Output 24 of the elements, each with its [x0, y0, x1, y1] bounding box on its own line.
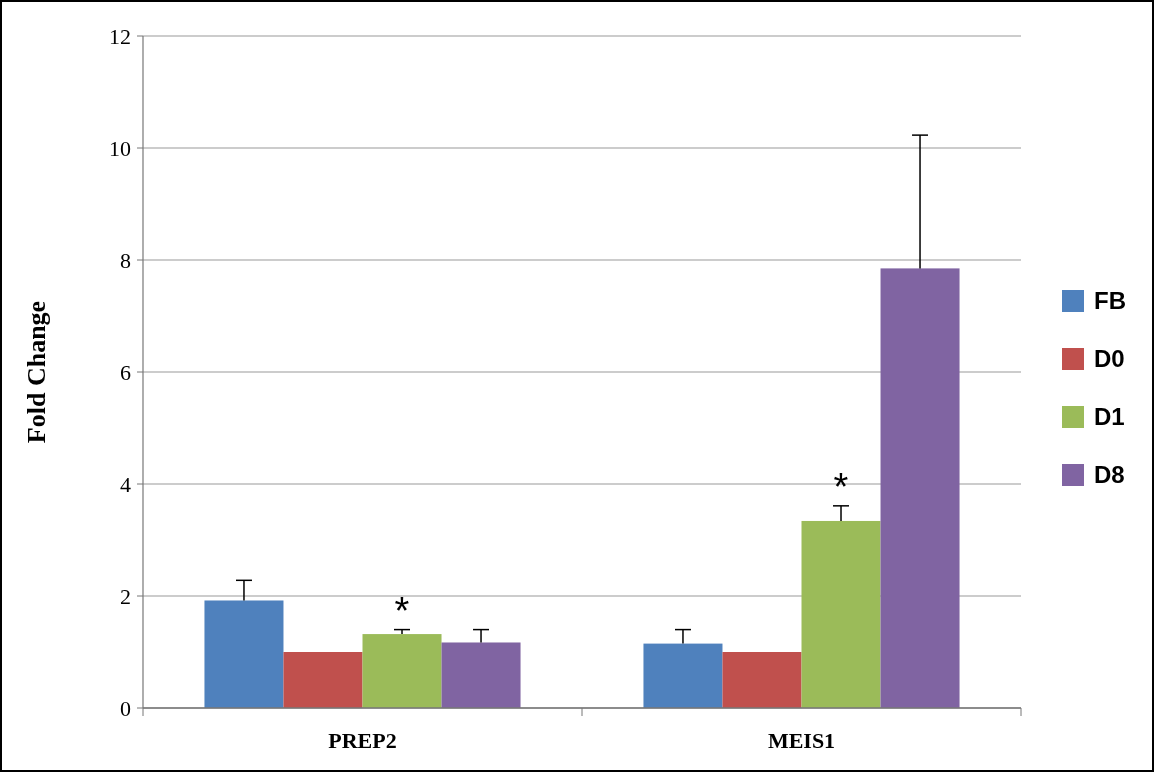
legend-label: D0 — [1094, 345, 1125, 373]
legend-label: FB — [1094, 287, 1126, 315]
bar — [722, 652, 802, 708]
y-tick-label: 0 — [120, 695, 131, 721]
bar — [283, 652, 363, 708]
legend-label: D8 — [1094, 461, 1125, 489]
bar — [801, 520, 881, 708]
bar — [880, 268, 960, 708]
annotation: * — [394, 589, 410, 632]
y-axis-title: Fold Change — [22, 300, 51, 444]
bar — [362, 634, 442, 708]
y-tick-label: 10 — [109, 135, 131, 161]
y-tick-label: 2 — [120, 583, 131, 609]
y-tick-label: 8 — [120, 247, 131, 273]
y-tick-label: 12 — [109, 23, 131, 49]
bar — [204, 600, 284, 708]
bar — [441, 642, 521, 708]
legend-label: D1 — [1094, 403, 1125, 431]
y-tick-label: 4 — [120, 471, 131, 497]
annotation: * — [833, 465, 849, 508]
x-tick-label: MEIS1 — [767, 728, 836, 753]
y-tick-label: 6 — [120, 359, 131, 385]
bar — [643, 643, 723, 708]
x-tick-label: PREP2 — [328, 728, 397, 753]
